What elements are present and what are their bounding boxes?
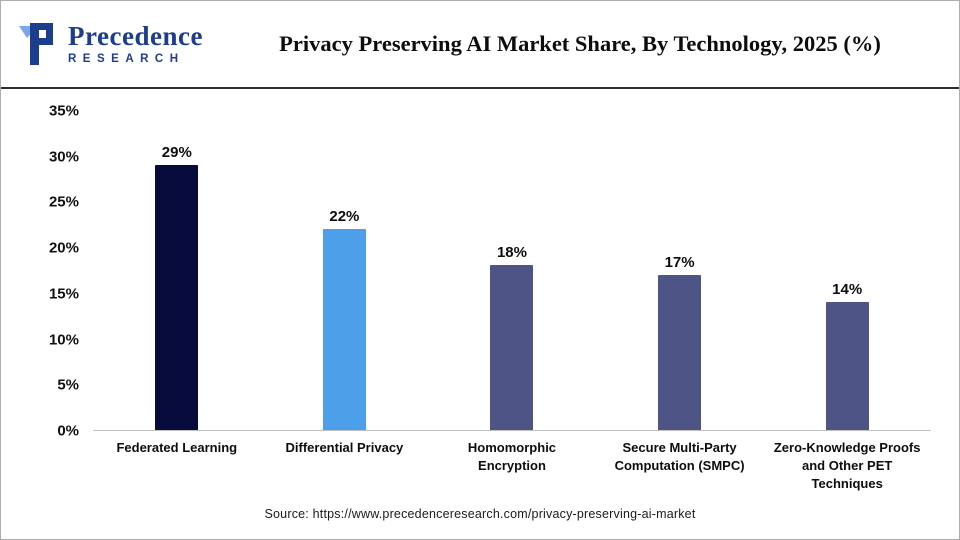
logo-p-icon <box>19 23 53 65</box>
y-axis-tick-label: 20% <box>48 239 79 257</box>
y-axis-tick-label: 15% <box>48 285 79 303</box>
logo-text: Precedence RESEARCH <box>68 21 203 66</box>
footer: Source: https://www.precedenceresearch.c… <box>1 489 959 539</box>
bar-value-label: 18% <box>496 244 527 262</box>
y-axis-tick-label: 10% <box>48 331 79 349</box>
bar-value-label: 29% <box>161 143 192 161</box>
y-axis-tick-label: 5% <box>57 376 79 394</box>
category-label: Federated Learning <box>116 440 238 455</box>
logo-subtitle: RESEARCH <box>68 53 185 65</box>
source-text: Source: https://www.precedenceresearch.c… <box>264 507 696 521</box>
bar <box>322 228 366 430</box>
y-axis-tick-label: 35% <box>48 102 79 120</box>
bar <box>490 265 534 430</box>
category-label: Homomorphic Encryption <box>467 440 557 474</box>
bar <box>825 302 869 430</box>
bars-row: 29% 22% 18% 17% 14% <box>93 111 931 431</box>
bar-column: 17% <box>596 111 764 430</box>
bar <box>658 274 702 430</box>
y-axis-tick-label: 25% <box>48 193 79 211</box>
chart-title: Privacy Preserving AI Market Share, By T… <box>279 31 881 56</box>
y-axis-tick-label: 30% <box>48 148 79 166</box>
bar-value-label: 22% <box>329 207 360 225</box>
bar <box>155 164 199 430</box>
y-axis-tick-label: 0% <box>57 422 79 440</box>
chart-area: 0% 5% 10% 15% 20% 25% 30% 35% 29% 22% 18% 17% 14% F… <box>1 89 959 491</box>
bar-column: 14% <box>763 111 931 430</box>
bar-column: 29% <box>93 111 261 430</box>
precedence-research-logo: Precedence RESEARCH <box>17 21 229 67</box>
header: Precedence RESEARCH Privacy Preserving A… <box>1 1 959 89</box>
bar-value-label: 14% <box>832 281 863 298</box>
category-label: Secure Multi-Party Computation (SMPC) <box>614 440 745 474</box>
category-row: Federated Learning Differential Privacy Ho… <box>93 439 931 494</box>
bar-column: 18% <box>428 111 596 430</box>
bar-value-label: 17% <box>664 253 695 271</box>
y-axis: 0% 5% 10% 15% 20% 25% 30% 35% <box>1 89 79 489</box>
logo-name: Precedence <box>68 21 203 51</box>
category-label: Differential Privacy <box>285 440 404 455</box>
bar-column: 22% <box>261 111 429 430</box>
category-label: Zero-Knowledge Proofs and Other PET Tech… <box>773 440 921 492</box>
